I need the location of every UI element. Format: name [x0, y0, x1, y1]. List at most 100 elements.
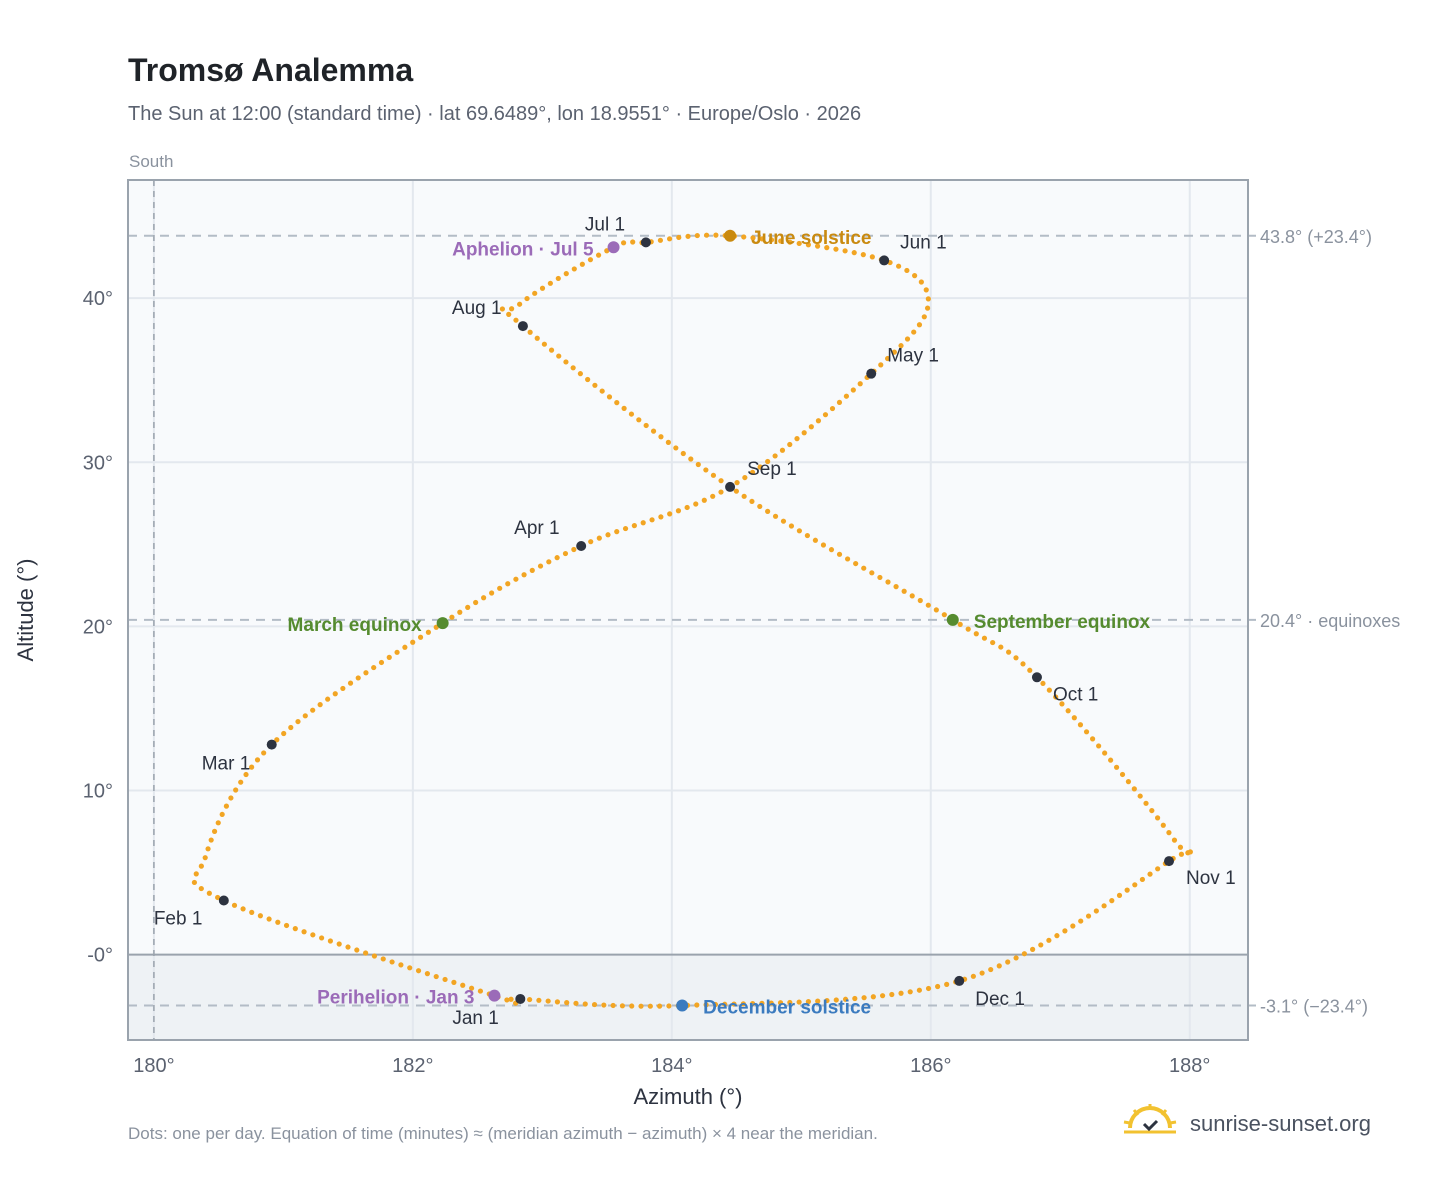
daily-sun-dot	[340, 685, 346, 692]
daily-sun-dot	[1155, 866, 1161, 872]
daily-sun-dot	[885, 579, 891, 585]
page-title: Tromsø Analemma	[128, 52, 414, 88]
daily-sun-dot	[851, 250, 857, 256]
brand-name[interactable]: sunrise-sunset.org	[1190, 1111, 1371, 1136]
daily-sun-dot	[1139, 876, 1146, 883]
event-label: Aphelion · Jul 5	[452, 239, 594, 260]
y-tick-label: 30°	[83, 452, 113, 474]
daily-sun-dot	[489, 590, 495, 596]
daily-sun-dot	[911, 329, 917, 335]
daily-sun-dot	[916, 322, 923, 328]
daily-sun-dot	[1178, 851, 1185, 857]
daily-sun-dot	[610, 1002, 616, 1009]
daily-sun-dot	[877, 574, 883, 581]
daily-sun-dot	[1147, 871, 1153, 877]
daily-sun-dot	[640, 520, 646, 526]
event-marker	[436, 617, 449, 630]
daily-sun-dot	[1131, 786, 1137, 792]
daily-sun-dot	[622, 525, 629, 532]
daily-sun-dot	[601, 1002, 607, 1008]
daily-sun-dot	[812, 537, 819, 543]
daily-sun-dot	[208, 837, 214, 843]
month-marker	[266, 739, 277, 750]
daily-sun-dot	[712, 1001, 719, 1008]
daily-sun-dot	[573, 1000, 579, 1006]
daily-sun-dot	[563, 359, 569, 365]
daily-sun-dot	[206, 890, 212, 896]
daily-sun-dot	[852, 995, 858, 1002]
daily-sun-dot	[449, 614, 455, 620]
daily-sun-dot	[556, 353, 562, 359]
daily-sun-dot	[860, 252, 866, 258]
month-label: Feb 1	[154, 908, 203, 929]
daily-sun-dot	[844, 556, 851, 562]
daily-sun-dot	[680, 450, 686, 457]
daily-sun-dot	[941, 612, 947, 618]
daily-sun-dot	[249, 764, 255, 770]
daily-sun-dot	[780, 518, 787, 524]
daily-sun-dot	[394, 649, 400, 655]
daily-sun-dot	[504, 997, 510, 1003]
daily-sun-dot	[861, 565, 867, 571]
footnote: Dots: one per day. Equation of time (min…	[128, 1124, 878, 1143]
month-marker	[866, 368, 877, 379]
daily-sun-dot	[917, 597, 923, 604]
daily-sun-dot	[513, 317, 519, 323]
daily-sun-dot	[1053, 694, 1059, 700]
daily-sun-dot	[571, 546, 577, 553]
daily-sun-dot	[465, 604, 471, 610]
reference-line-label: -3.1° (−23.4°)	[1260, 997, 1368, 1017]
daily-sun-dot	[380, 956, 386, 962]
daily-sun-dot	[1030, 946, 1036, 952]
daily-sun-dot	[219, 811, 225, 818]
daily-sun-dot	[1038, 942, 1044, 948]
daily-sun-dot	[878, 362, 884, 368]
daily-sun-dot	[281, 730, 287, 737]
daily-sun-dot	[554, 999, 561, 1005]
month-marker	[879, 255, 890, 266]
daily-sun-dot	[1046, 687, 1052, 693]
daily-sun-dot	[898, 343, 904, 349]
daily-sun-dot	[765, 508, 771, 514]
month-label: Sep 1	[747, 459, 797, 480]
daily-sun-dot	[1177, 844, 1184, 850]
daily-sun-dot	[1005, 959, 1011, 965]
daily-sun-dot	[233, 787, 239, 793]
daily-sun-dot	[750, 235, 756, 241]
daily-sun-dot	[869, 570, 875, 576]
brand[interactable]: sunrise-sunset.org	[1120, 1102, 1400, 1146]
daily-sun-dot	[562, 550, 569, 557]
event-label: December solstice	[703, 998, 871, 1019]
daily-sun-dot	[916, 987, 922, 993]
daily-sun-dot	[722, 1001, 728, 1007]
event-marker	[676, 999, 689, 1012]
daily-sun-dot	[588, 539, 594, 545]
daily-sun-dot	[620, 240, 627, 246]
daily-sun-dot	[554, 555, 560, 561]
daily-sun-dot	[1143, 800, 1149, 806]
daily-sun-dot	[1013, 955, 1019, 961]
daily-sun-dot	[673, 445, 679, 451]
month-marker	[1164, 856, 1175, 867]
daily-sun-dot	[325, 696, 331, 702]
sun-logo-icon	[1123, 1104, 1177, 1134]
daily-sun-dot	[693, 501, 699, 507]
daily-sun-dot	[592, 382, 598, 388]
daily-sun-dot	[1085, 913, 1092, 919]
month-label: Mar 1	[202, 754, 251, 775]
daily-sun-dot	[988, 966, 994, 973]
daily-sun-dot	[442, 976, 448, 983]
daily-sun-dot	[527, 329, 533, 335]
daily-sun-dot	[595, 252, 602, 258]
daily-sun-dot	[407, 965, 413, 971]
daily-sun-dot	[215, 894, 221, 901]
event-marker	[488, 989, 501, 1002]
daily-sun-dot	[979, 970, 985, 976]
daily-sun-dot	[912, 273, 918, 279]
daily-sun-dot	[1109, 898, 1115, 904]
daily-sun-dot	[829, 405, 836, 412]
daily-sun-dot	[1154, 815, 1161, 821]
event-label: June solstice	[751, 228, 871, 249]
y-tick-label: 20°	[83, 616, 113, 638]
